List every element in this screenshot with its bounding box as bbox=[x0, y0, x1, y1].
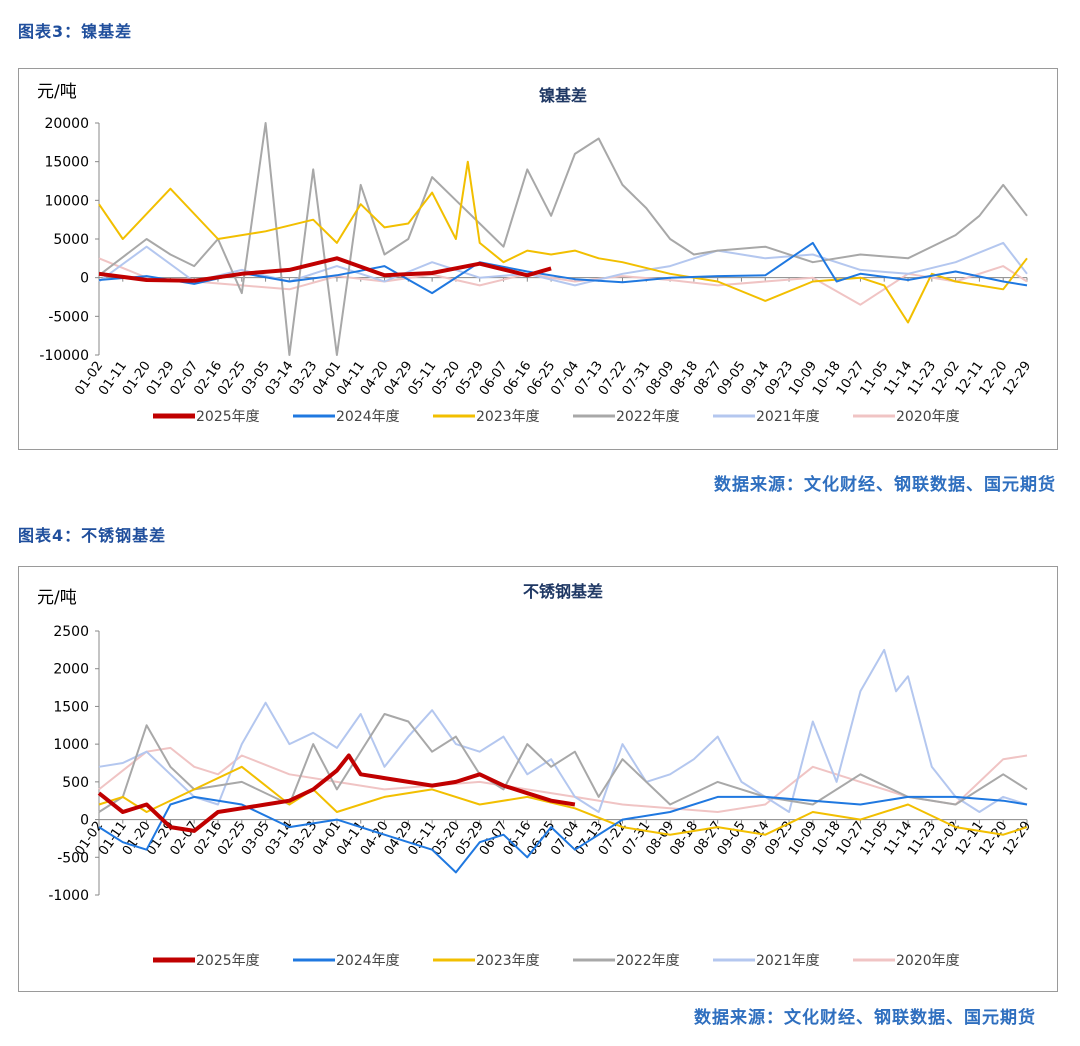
chart1-legend-label: 2021年度 bbox=[756, 409, 820, 425]
chart1-legend-label: 2023年度 bbox=[476, 409, 540, 425]
chart1-series-line-2024年度 bbox=[98, 241, 1028, 295]
figure-4-source: 数据来源：文化财经、钢联数据、国元期货 bbox=[694, 1008, 1036, 1028]
chart2-series-line-2022年度 bbox=[98, 713, 1028, 813]
chart1-series-line-2023年度 bbox=[98, 160, 1028, 324]
chart1-y-tick-label: -10000 bbox=[39, 348, 89, 364]
chart2-y-tick-label: 0 bbox=[80, 813, 89, 829]
chart1-y-tick-label: -5000 bbox=[48, 309, 89, 325]
nickel-basis-chart: 镍基差元/吨-10000-50000500010000150002000001-… bbox=[37, 82, 1034, 425]
chart2-series-line-2020年度 bbox=[98, 746, 1028, 813]
chart1-legend-label: 2025年度 bbox=[196, 409, 260, 425]
chart2-y-tick-label: 1500 bbox=[53, 699, 89, 715]
figure-4-caption: 图表4：不锈钢基差 bbox=[18, 526, 167, 545]
chart1-series-line-2020年度 bbox=[98, 257, 1028, 306]
chart2-legend-label: 2021年度 bbox=[756, 953, 820, 969]
chart2-legend-label: 2025年度 bbox=[196, 953, 260, 969]
chart1-ylabel: 元/吨 bbox=[37, 82, 77, 102]
chart2-title: 不锈钢基差 bbox=[523, 582, 603, 601]
chart2-legend-label: 2023年度 bbox=[476, 953, 540, 969]
figure-3-source: 数据来源：文化财经、钢联数据、国元期货 bbox=[714, 475, 1056, 495]
chart2-y-tick-label: 2500 bbox=[53, 624, 89, 640]
chart1-y-tick-label: 15000 bbox=[44, 155, 89, 171]
chart2-series-line-2023年度 bbox=[98, 765, 1028, 836]
chart1-y-tick-label: 20000 bbox=[44, 116, 89, 132]
chart2-y-tick-label: -1000 bbox=[48, 888, 89, 904]
chart2-legend-label: 2022年度 bbox=[616, 953, 680, 969]
chart1-y-tick-label: 5000 bbox=[53, 232, 89, 248]
chart-panel-stainless: 不锈钢基差 元/吨 -1000 -500 0 500 1000 1500 2000 2500 01-… bbox=[18, 566, 1058, 992]
chart1-y-tick-label: 10000 bbox=[44, 193, 89, 209]
chart2-legend-label: 2024年度 bbox=[336, 953, 400, 969]
chart2-y-tick-label: -500 bbox=[57, 850, 89, 866]
chart-panel-nickel: 镍基差 元/吨 -10000 -5000 0 5000 10000 15000 20000 01-… bbox=[18, 68, 1058, 450]
figure-3-caption: 图表3：镍基差 bbox=[18, 22, 133, 41]
chart2-y-tick-label: 1000 bbox=[53, 737, 89, 753]
chart1-y-tick-label: 0 bbox=[80, 271, 89, 287]
chart1-series-line-2025年度 bbox=[98, 256, 552, 283]
chart2-series-line-2025年度 bbox=[97, 753, 576, 833]
stainless-basis-chart: 不锈钢基差元/吨-1000-5000500100015002000250001-… bbox=[37, 582, 1034, 969]
chart1-series-line-2022年度 bbox=[98, 122, 1028, 356]
chart1-legend-label: 2024年度 bbox=[336, 409, 400, 425]
chart2-series-line-2021年度 bbox=[98, 648, 1028, 813]
chart1-title: 镍基差 bbox=[539, 86, 587, 105]
chart2-y-tick-label: 500 bbox=[62, 775, 89, 791]
chart1-legend-label: 2020年度 bbox=[896, 409, 960, 425]
chart2-series-line-2024年度 bbox=[98, 795, 1028, 874]
chart2-y-tick-label: 2000 bbox=[53, 662, 89, 678]
chart2-legend-label: 2020年度 bbox=[896, 953, 960, 969]
chart1-legend-label: 2022年度 bbox=[616, 409, 680, 425]
chart2-ylabel: 元/吨 bbox=[37, 588, 77, 608]
